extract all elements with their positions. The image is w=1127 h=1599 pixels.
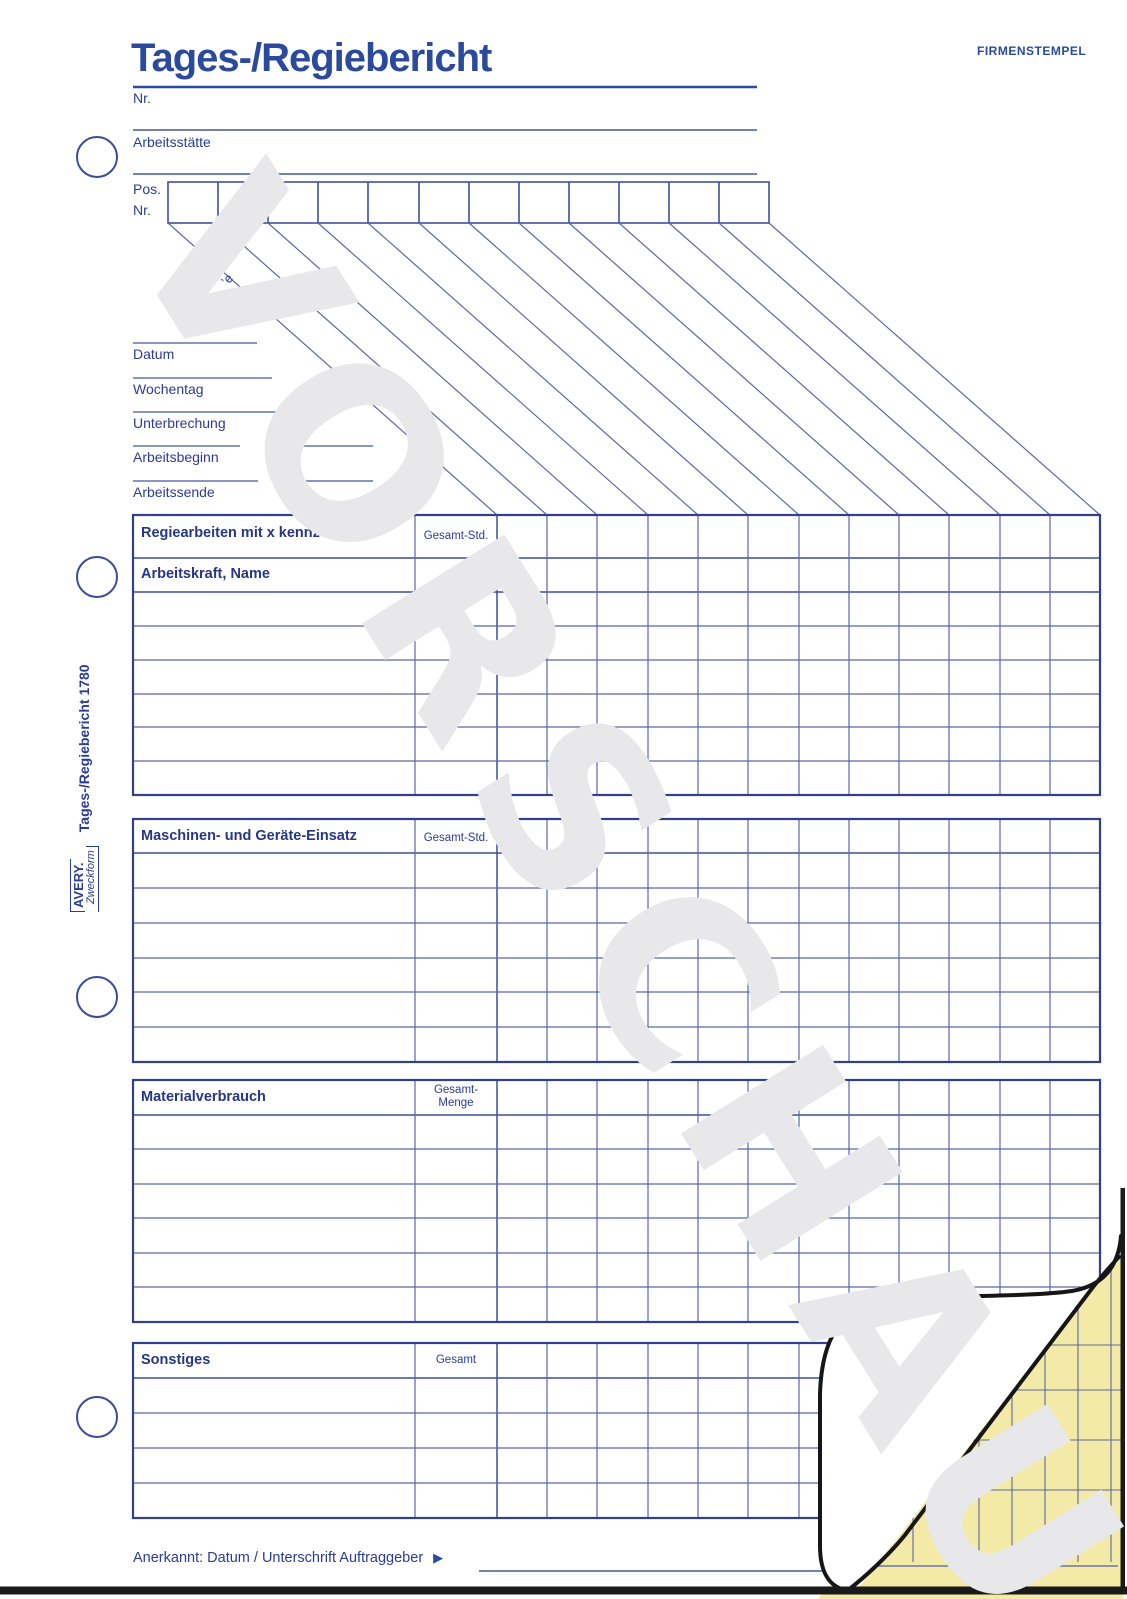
diagonal-fan-lines-line: [267, 222, 598, 516]
nr-field-label: Nr.: [133, 90, 151, 106]
diagonal-fan-lines-line: [468, 222, 800, 516]
diagonal-fan-lines: [167, 222, 1101, 516]
diagonal-fan-lines-line: [568, 222, 900, 516]
pos-label: Pos.: [133, 181, 162, 197]
diagonal-fan-lines-line: [167, 222, 498, 516]
unterbrechung-label: Unterbrechung: [133, 415, 226, 431]
section-regiearbeiten-grid-line: [131, 513, 1102, 797]
section-maschinen-title: Maschinen- und Geräte-Einsatz: [141, 828, 357, 844]
section-material-grid-line: [133, 1080, 1100, 1322]
punch-hole: [76, 1396, 118, 1438]
avery-logo-text: AVERY.: [69, 859, 86, 912]
section-sonstiges-total-label: Gesamt: [435, 1354, 477, 1366]
diagonal-fan-lines-line: [367, 222, 699, 516]
zweckform-logo-text: Zweckform: [85, 846, 99, 912]
arbeitssende-label: Arbeitssende: [133, 484, 215, 500]
pos-nr-label: Nr.: [133, 202, 151, 218]
diagonal-fan-lines-line: [668, 222, 1001, 516]
section-material-total-label: Gesamt-Menge: [433, 1084, 479, 1109]
uhr-label: Uhr: [383, 484, 406, 500]
page-title: Tages-/Regiebericht: [131, 36, 492, 80]
acknowledge-line: Anerkannt: Datum / Unterschrift Auftragg…: [133, 1550, 443, 1566]
acknowledge-label: Anerkannt: Datum / Unterschrift Auftragg…: [133, 1550, 424, 1566]
product-name-label: Tages-/Regiebericht 1780: [76, 664, 92, 833]
section-maschinen-grid: [131, 817, 1102, 1064]
diagonal-fan-lines-line: [418, 222, 749, 516]
pad-right-edge: [1120, 1188, 1125, 1591]
diagonal-fan-lines-line: [718, 222, 1051, 516]
curl-silhouette-edge: [818, 1234, 1123, 1593]
curled-page-back: [820, 1258, 1118, 1591]
section-maschinen-grid-line: [133, 819, 1100, 1062]
firmenstempel-label: FIRMENSTEMPEL: [977, 44, 1087, 58]
section-regiearbeiten-total-label: Gesamt-Std.: [423, 530, 489, 542]
punch-hole: [76, 136, 118, 178]
section-material-grid: [131, 1078, 1102, 1324]
diagonal-fan-lines-line: [317, 222, 649, 516]
section-regiearbeiten-subtitle: Arbeitskraft, Name: [141, 566, 270, 582]
section-maschinen-grid-line: [131, 817, 1102, 1064]
section-regiearbeiten-grid: [131, 513, 1102, 797]
datum-label: Datum: [133, 346, 175, 362]
section-regiearbeiten-title: Regiearbeiten mit x kennzeichnen: [141, 525, 375, 541]
section-regiearbeiten-grid-line: [133, 515, 1100, 795]
header-write-lines: [133, 129, 757, 175]
arrow-right-icon: ▶: [433, 1550, 444, 1565]
section-material-title: Materialverbrauch: [141, 1089, 266, 1105]
diagonal-fan-lines-line: [518, 222, 850, 516]
section-material-grid-line: [133, 1080, 1100, 1322]
diagonal-fan-lines-line: [618, 222, 950, 516]
section-material-grid-line: [131, 1078, 1102, 1324]
diagonal-fan-lines-line: [217, 222, 548, 516]
section-sonstiges-title: Sonstiges: [141, 1352, 211, 1368]
section-maschinen-total-label: Gesamt-Std.: [423, 832, 489, 844]
diagonal-fan-lines-line: [768, 222, 1101, 516]
section-maschinen-grid-line: [133, 819, 1100, 1062]
pad-bottom-edge: [0, 1586, 1127, 1595]
punch-hole: [76, 556, 118, 598]
punch-hole: [76, 976, 118, 1018]
wochentag-label: Wochentag: [133, 381, 204, 397]
arbeitsbeginn-label: Arbeitsbeginn: [133, 449, 219, 465]
avery-zweckform-logo: AVERY. Zweckform: [69, 846, 99, 912]
section-regiearbeiten-grid-line: [133, 515, 1100, 795]
arbeitsstaette-field-label: Arbeitsstätte: [133, 134, 211, 150]
pos-nr-cells: [167, 181, 770, 224]
curl-fold-edge: [845, 1255, 1121, 1593]
day-field-lines: [133, 342, 373, 482]
sidebar-brand: AVERY. Zweckform Tages-/Regiebericht 178…: [60, 582, 108, 912]
